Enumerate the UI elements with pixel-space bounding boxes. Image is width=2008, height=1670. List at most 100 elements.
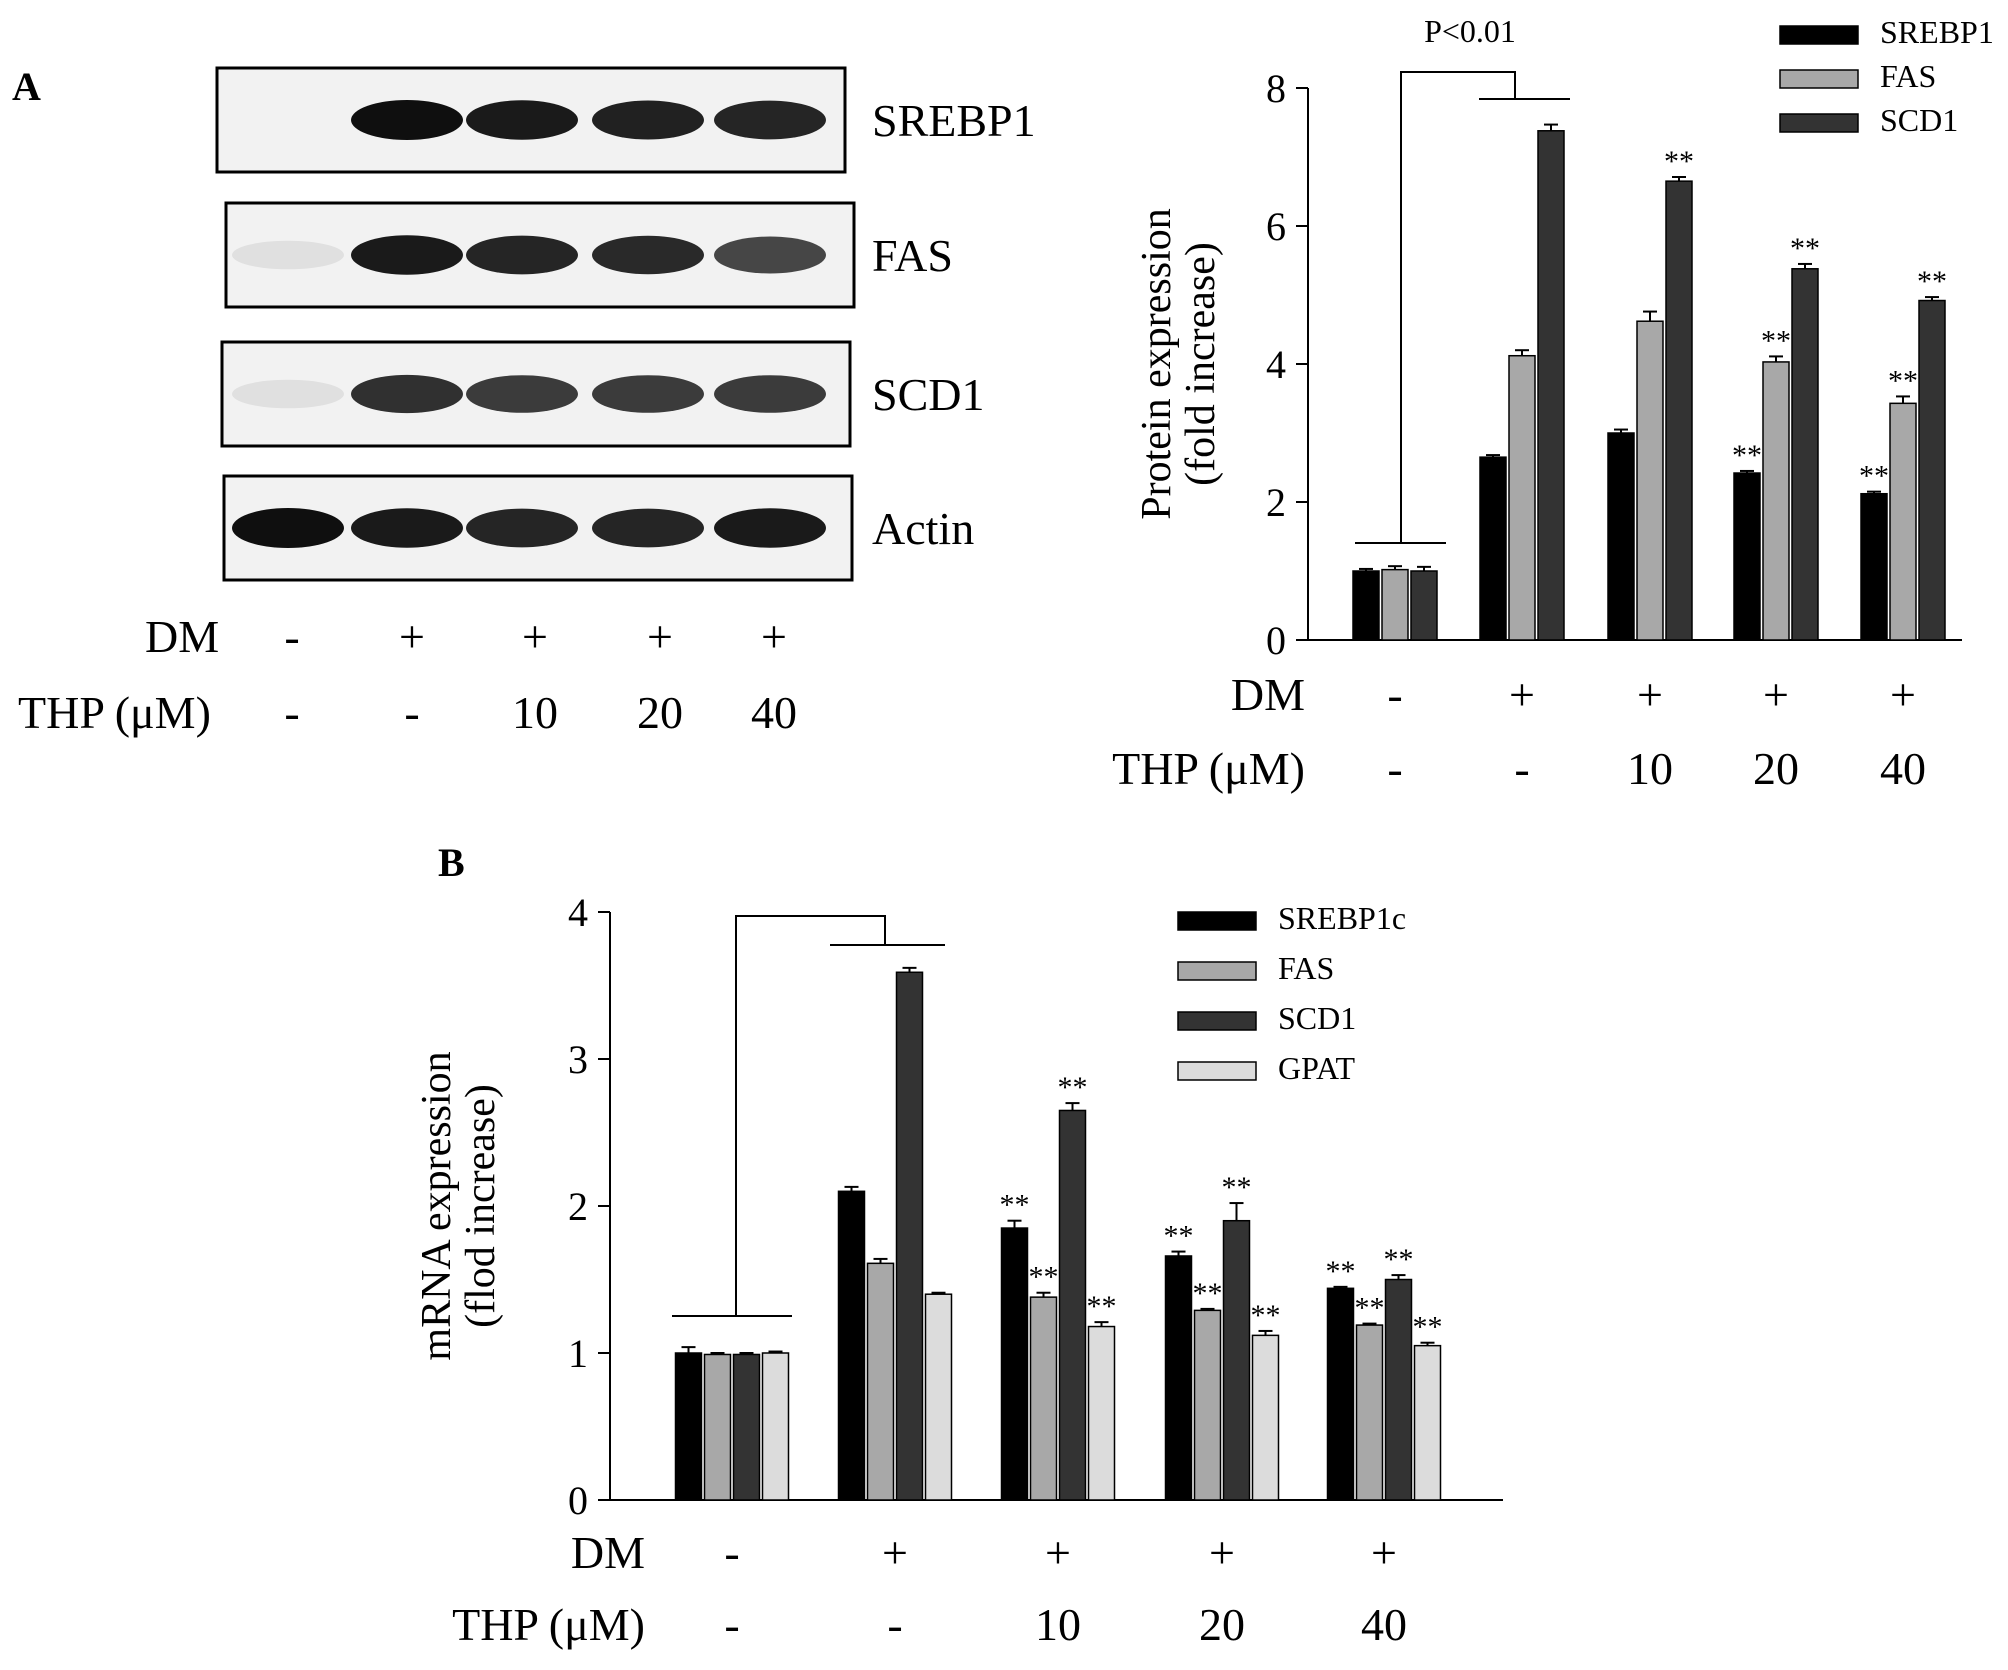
significance-mark: ** <box>1164 1220 1194 1253</box>
y-tick-label: 6 <box>1266 204 1286 249</box>
thp-value: 20 <box>1753 743 1799 794</box>
bar <box>1665 180 1693 641</box>
blot-band <box>466 235 578 275</box>
blot-band <box>351 374 463 414</box>
bar <box>1508 354 1536 641</box>
significance-mark: ** <box>1193 1277 1223 1310</box>
bar <box>1607 432 1635 641</box>
significance-mark: ** <box>1222 1171 1252 1204</box>
y-axis-title-line: (fold increase) <box>1178 242 1224 486</box>
dm-value: + <box>1763 669 1789 720</box>
legend-swatch <box>1779 69 1859 89</box>
bar <box>1164 1255 1193 1501</box>
blot-band <box>592 100 704 140</box>
bar <box>837 1190 866 1501</box>
significance-mark: ** <box>1413 1311 1443 1344</box>
y-axis-title-line: mRNA expression <box>414 1051 460 1360</box>
panel-b-letter: B <box>438 840 465 885</box>
blot-dm-label: DM <box>145 611 219 662</box>
bar <box>1860 492 1888 641</box>
blot-band <box>714 100 826 140</box>
blot-band <box>232 379 344 409</box>
dm-value: + <box>1637 669 1663 720</box>
legend-label: SCD1 <box>1278 1000 1356 1036</box>
bar <box>1000 1227 1029 1501</box>
y-axis-title-line: Protein expression <box>1134 208 1180 519</box>
blot-band <box>592 235 704 275</box>
bar <box>1058 1109 1087 1501</box>
dm-value: + <box>1509 669 1535 720</box>
y-axis-title-line: (flod increase) <box>458 1084 504 1328</box>
bar <box>732 1353 761 1501</box>
blot-thp-value: - <box>284 687 299 738</box>
significance-mark: ** <box>1251 1299 1281 1332</box>
legend-label: GPAT <box>1278 1050 1356 1086</box>
blot-row-label: FAS <box>872 230 953 281</box>
blot-row-label: Actin <box>872 503 974 554</box>
bar <box>1791 268 1819 641</box>
bar <box>895 971 924 1501</box>
legend-label: SREBP1c <box>1278 900 1406 936</box>
bar <box>703 1353 732 1501</box>
blot-row-label: SCD1 <box>872 369 984 420</box>
blot-band <box>466 100 578 140</box>
bar <box>1762 361 1790 641</box>
y-tick-label: 0 <box>1266 618 1286 663</box>
blot-dm-value: + <box>522 611 548 662</box>
bar <box>1918 299 1946 641</box>
bar <box>866 1262 895 1501</box>
bar <box>1326 1287 1355 1501</box>
blot-dm-value: + <box>761 611 787 662</box>
blot-band <box>232 240 344 270</box>
bar <box>1889 402 1917 641</box>
blot-thp-value: 40 <box>751 687 797 738</box>
thp-value: - <box>887 1599 902 1650</box>
y-tick-label: 8 <box>1266 66 1286 111</box>
blot-thp-value: 10 <box>512 687 558 738</box>
blot-band <box>351 235 463 275</box>
bar <box>1384 1278 1413 1501</box>
blot-dm-value: + <box>399 611 425 662</box>
significance-mark: ** <box>1888 364 1918 397</box>
blot-band <box>351 508 463 548</box>
significance-mark: ** <box>1058 1071 1088 1104</box>
y-tick-label: 4 <box>568 890 588 935</box>
thp-row-label: THP (μM) <box>1112 743 1305 794</box>
significance-mark: ** <box>1859 460 1889 493</box>
blot-row-label: SREBP1 <box>872 95 1036 146</box>
bar <box>1087 1325 1116 1501</box>
y-tick-label: 3 <box>568 1037 588 1082</box>
significance-mark: ** <box>1917 265 1947 298</box>
y-axis-title: mRNA expression(flod increase) <box>414 1051 504 1360</box>
significance-mark: ** <box>1000 1189 1030 1222</box>
thp-value: 10 <box>1627 743 1673 794</box>
bar <box>1733 472 1761 641</box>
blot-thp-value: - <box>404 687 419 738</box>
legend-swatch <box>1177 961 1257 981</box>
blot-band <box>592 375 704 413</box>
bar <box>1410 570 1438 641</box>
significance-mark: ** <box>1029 1261 1059 1294</box>
y-tick-label: 0 <box>568 1478 588 1523</box>
bar <box>1537 130 1565 641</box>
thp-row-label: THP (μM) <box>452 1599 645 1650</box>
legend-label: SCD1 <box>1880 102 1958 138</box>
legend-label: FAS <box>1880 58 1936 94</box>
blot-band <box>714 508 826 548</box>
thp-value: 40 <box>1880 743 1926 794</box>
thp-value: 10 <box>1035 1599 1081 1650</box>
blot-band <box>714 375 826 413</box>
significance-mark: ** <box>1384 1243 1414 1276</box>
western-blot: SREBP1 FAS SCD1 Actin DM THP (μM) - + + + + - - 10 20 4… <box>18 66 1036 738</box>
bar <box>1029 1296 1058 1501</box>
dm-value: + <box>882 1527 908 1578</box>
dm-value: + <box>1890 669 1916 720</box>
p-value-annotation: P<0.01 <box>1424 13 1516 49</box>
bar <box>1251 1334 1280 1501</box>
blot-band <box>232 508 344 548</box>
thp-value: 20 <box>1199 1599 1245 1650</box>
bracket-line <box>1400 71 1516 543</box>
thp-value: - <box>1514 743 1529 794</box>
legend-label: SREBP1 <box>1880 14 1994 50</box>
bar <box>1355 1324 1384 1501</box>
